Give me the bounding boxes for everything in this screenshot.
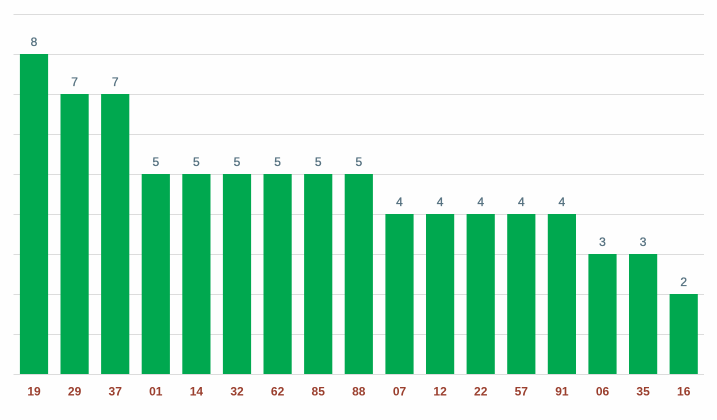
svg-text:16: 16 <box>677 385 691 399</box>
svg-text:5: 5 <box>355 155 362 169</box>
svg-text:01: 01 <box>149 385 163 399</box>
svg-text:7: 7 <box>112 75 119 89</box>
svg-text:35: 35 <box>636 385 650 399</box>
svg-text:29: 29 <box>68 385 82 399</box>
svg-text:06: 06 <box>596 385 610 399</box>
svg-text:7: 7 <box>71 75 78 89</box>
svg-text:3: 3 <box>599 235 606 249</box>
svg-text:4: 4 <box>396 195 403 209</box>
svg-text:62: 62 <box>271 385 285 399</box>
svg-text:91: 91 <box>555 385 569 399</box>
svg-text:32: 32 <box>230 385 244 399</box>
svg-text:5: 5 <box>315 155 322 169</box>
svg-text:07: 07 <box>393 385 407 399</box>
svg-text:57: 57 <box>515 385 529 399</box>
svg-text:14: 14 <box>190 385 204 399</box>
svg-text:5: 5 <box>274 155 281 169</box>
svg-text:3: 3 <box>640 235 647 249</box>
svg-text:4: 4 <box>437 195 444 209</box>
svg-text:85: 85 <box>312 385 326 399</box>
svg-text:19: 19 <box>27 385 41 399</box>
svg-text:88: 88 <box>352 385 366 399</box>
svg-text:2: 2 <box>680 275 687 289</box>
svg-text:8: 8 <box>31 35 38 49</box>
svg-text:5: 5 <box>234 155 241 169</box>
svg-text:5: 5 <box>152 155 159 169</box>
svg-text:22: 22 <box>474 385 488 399</box>
svg-text:4: 4 <box>559 195 566 209</box>
svg-text:37: 37 <box>109 385 123 399</box>
svg-text:4: 4 <box>477 195 484 209</box>
svg-text:12: 12 <box>433 385 447 399</box>
svg-text:4: 4 <box>518 195 525 209</box>
svg-text:5: 5 <box>193 155 200 169</box>
